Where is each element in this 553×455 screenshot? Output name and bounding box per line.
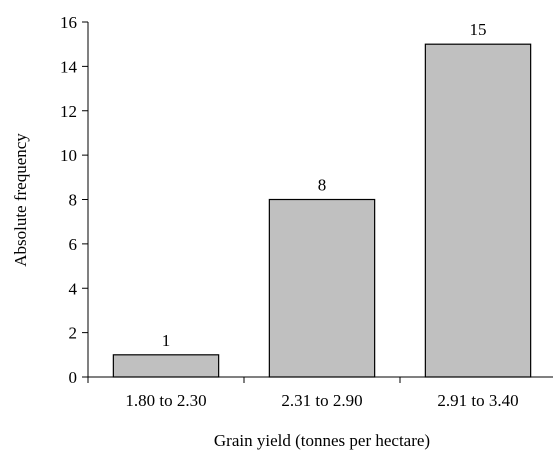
y-tick-label: 2	[69, 324, 78, 343]
x-axis-title: Grain yield (tonnes per hectare)	[214, 431, 430, 450]
y-tick-label: 6	[69, 235, 78, 254]
bar	[268, 198, 376, 378]
y-tick-label: 8	[69, 191, 78, 210]
y-axis-ticks: 0 2 4 6 8 10 12 14 16	[60, 13, 88, 387]
y-tick-label: 10	[60, 146, 77, 165]
bar-value-label: 1	[162, 331, 171, 350]
y-tick-label: 14	[60, 57, 78, 76]
x-tick-label: 1.80 to 2.30	[125, 391, 206, 410]
bar	[112, 354, 220, 378]
bar	[424, 43, 532, 378]
y-tick-label: 4	[69, 279, 78, 298]
bars	[112, 43, 532, 378]
bar-value-label: 8	[318, 176, 327, 195]
y-axis-title: Absolute frequency	[11, 133, 30, 267]
y-tick-label: 0	[69, 368, 78, 387]
y-tick-label: 16	[60, 13, 77, 32]
bar-value-label: 15	[470, 20, 487, 39]
y-tick-label: 12	[60, 102, 77, 121]
x-tick-label: 2.31 to 2.90	[281, 391, 362, 410]
x-tick-label: 2.91 to 3.40	[437, 391, 518, 410]
x-axis-ticks: 1.80 to 2.30 2.31 to 2.90 2.91 to 3.40	[87, 377, 519, 410]
